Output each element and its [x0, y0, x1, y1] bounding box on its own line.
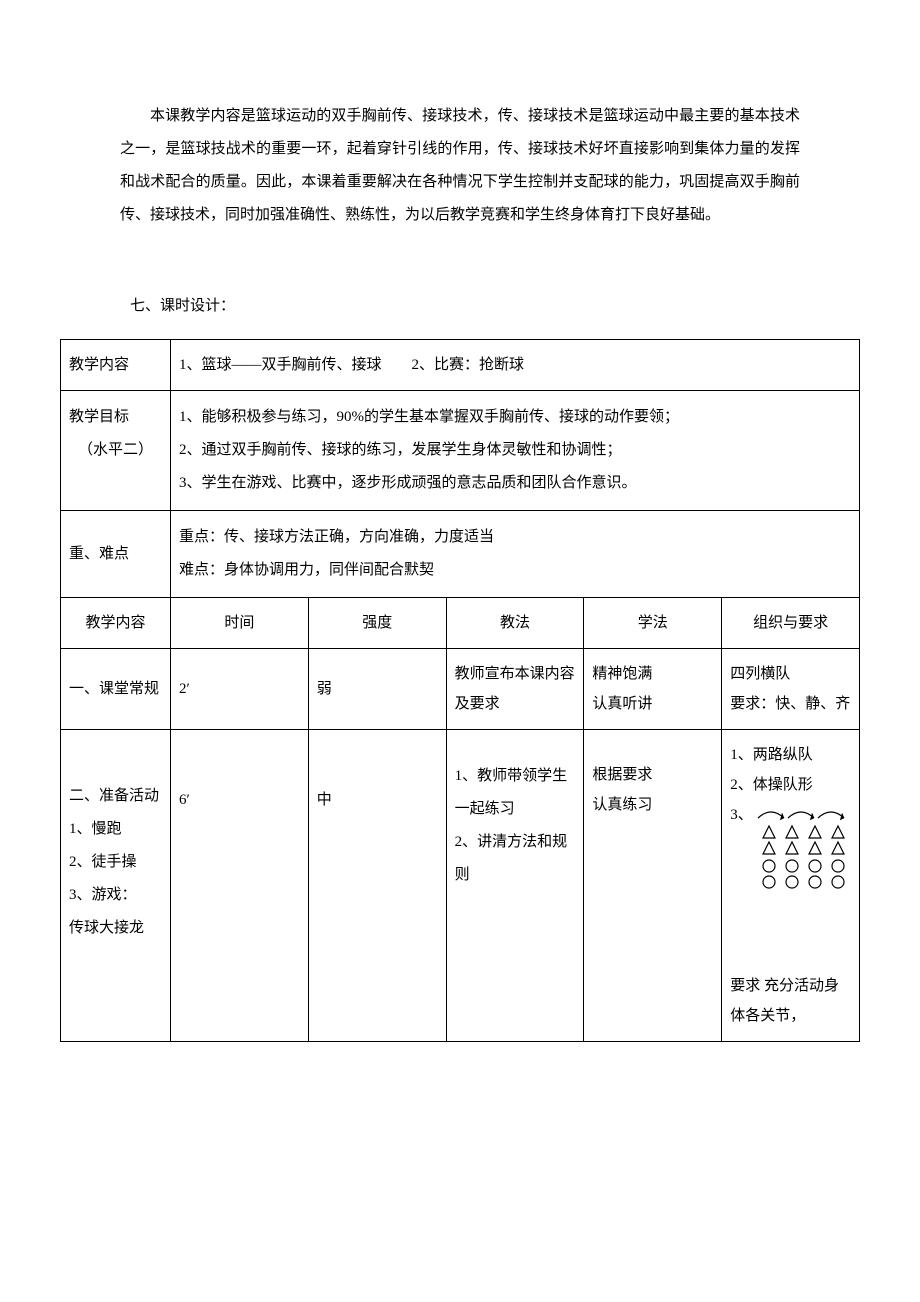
goal-line-3: 3、学生在游戏、比赛中，逐步形成顽强的意志品质和团队合作意识。 [179, 467, 851, 500]
r5-learn-1: 精神饱满 [592, 659, 713, 689]
value-content: 1、篮球——双手胸前传、接球 2、比赛：抢断球 [171, 339, 860, 390]
r6-learn-2: 认真练习 [592, 790, 713, 820]
label-goal: 教学目标 （水平二） [61, 390, 171, 510]
header-time: 时间 [171, 597, 309, 648]
r6-content: 二、准备活动 1、慢跑 2、徒手操 3、游戏： 传球大接龙 [61, 729, 171, 1041]
goal-line-1: 1、能够积极参与练习，90%的学生基本掌握双手胸前传、接球的动作要领； [179, 401, 851, 434]
r5-content: 一、课堂常规 [61, 648, 171, 729]
r5-learn: 精神饱满 认真听讲 [584, 648, 722, 729]
r6-org-3: 3、 [730, 800, 753, 830]
focus-line-1: 重点：传、接球方法正确，方向准确，力度适当 [179, 521, 851, 554]
r5-time: 2′ [171, 648, 309, 729]
r5-teach: 教师宣布本课内容及要求 [446, 648, 584, 729]
r6-c1-5: 传球大接龙 [69, 912, 162, 945]
formation-diagram [753, 806, 883, 891]
r6-c1-3: 2、徒手操 [69, 846, 162, 879]
focus-line-2: 难点：身体协调用力，同伴间配合默契 [179, 554, 851, 587]
r6-learn-1: 根据要求 [592, 760, 713, 790]
header-learn: 学法 [584, 597, 722, 648]
label-content: 教学内容 [61, 339, 171, 390]
value-goal: 1、能够积极参与练习，90%的学生基本掌握双手胸前传、接球的动作要领； 2、通过… [171, 390, 860, 510]
r5-learn-2: 认真听讲 [592, 689, 713, 719]
r6-org-2: 2、体操队形 [730, 770, 851, 800]
r6-teach-1: 1、教师带领学生一起练习 [455, 760, 576, 826]
label-goal-1: 教学目标 [69, 401, 162, 434]
lesson-table: 教学内容 1、篮球——双手胸前传、接球 2、比赛：抢断球 教学目标 （水平二） … [60, 339, 860, 1042]
row-content: 教学内容 1、篮球——双手胸前传、接球 2、比赛：抢断球 [61, 339, 860, 390]
header-org: 组织与要求 [722, 597, 860, 648]
row-headers: 教学内容 时间 强度 教法 学法 组织与要求 [61, 597, 860, 648]
row-warmup: 二、准备活动 1、慢跑 2、徒手操 3、游戏： 传球大接龙 6′ 中 1、教师带… [61, 729, 860, 1041]
value-focus: 重点：传、接球方法正确，方向准确，力度适当 难点：身体协调用力，同伴间配合默契 [171, 510, 860, 597]
r6-c1-4: 3、游戏： [69, 879, 162, 912]
section-heading: 七、课时设计： [130, 292, 860, 321]
header-teach: 教法 [446, 597, 584, 648]
r5-org-1: 四列横队 [730, 659, 851, 689]
row-routine: 一、课堂常规 2′ 弱 教师宣布本课内容及要求 精神饱满 认真听讲 四列横队 要… [61, 648, 860, 729]
r6-c1-2: 1、慢跑 [69, 813, 162, 846]
r6-org-1: 1、两路纵队 [730, 740, 851, 770]
r6-org: 1、两路纵队 2、体操队形 3、 [722, 729, 860, 1041]
r6-c1-1: 二、准备活动 [69, 780, 162, 813]
row-goal: 教学目标 （水平二） 1、能够积极参与练习，90%的学生基本掌握双手胸前传、接球… [61, 390, 860, 510]
r6-intensity: 中 [308, 729, 446, 1041]
r5-org: 四列横队 要求：快、静、齐 [722, 648, 860, 729]
label-goal-2: （水平二） [69, 434, 162, 467]
r6-teach-2: 2、讲清方法和规则 [455, 826, 576, 892]
r6-learn: 根据要求 认真练习 [584, 729, 722, 1041]
r6-time: 6′ [171, 729, 309, 1041]
header-intensity: 强度 [308, 597, 446, 648]
r5-intensity: 弱 [308, 648, 446, 729]
label-focus: 重、难点 [61, 510, 171, 597]
r5-org-2: 要求：快、静、齐 [730, 689, 851, 719]
row-focus: 重、难点 重点：传、接球方法正确，方向准确，力度适当 难点：身体协调用力，同伴间… [61, 510, 860, 597]
r6-teach: 1、教师带领学生一起练习 2、讲清方法和规则 [446, 729, 584, 1041]
goal-line-2: 2、通过双手胸前传、接球的练习，发展学生身体灵敏性和协调性； [179, 434, 851, 467]
intro-paragraph: 本课教学内容是篮球运动的双手胸前传、接球技术，传、接球技术是篮球运动中最主要的基… [120, 100, 800, 232]
header-content: 教学内容 [61, 597, 171, 648]
r6-org-req: 要求 充分活动身体各关节， [730, 971, 851, 1031]
